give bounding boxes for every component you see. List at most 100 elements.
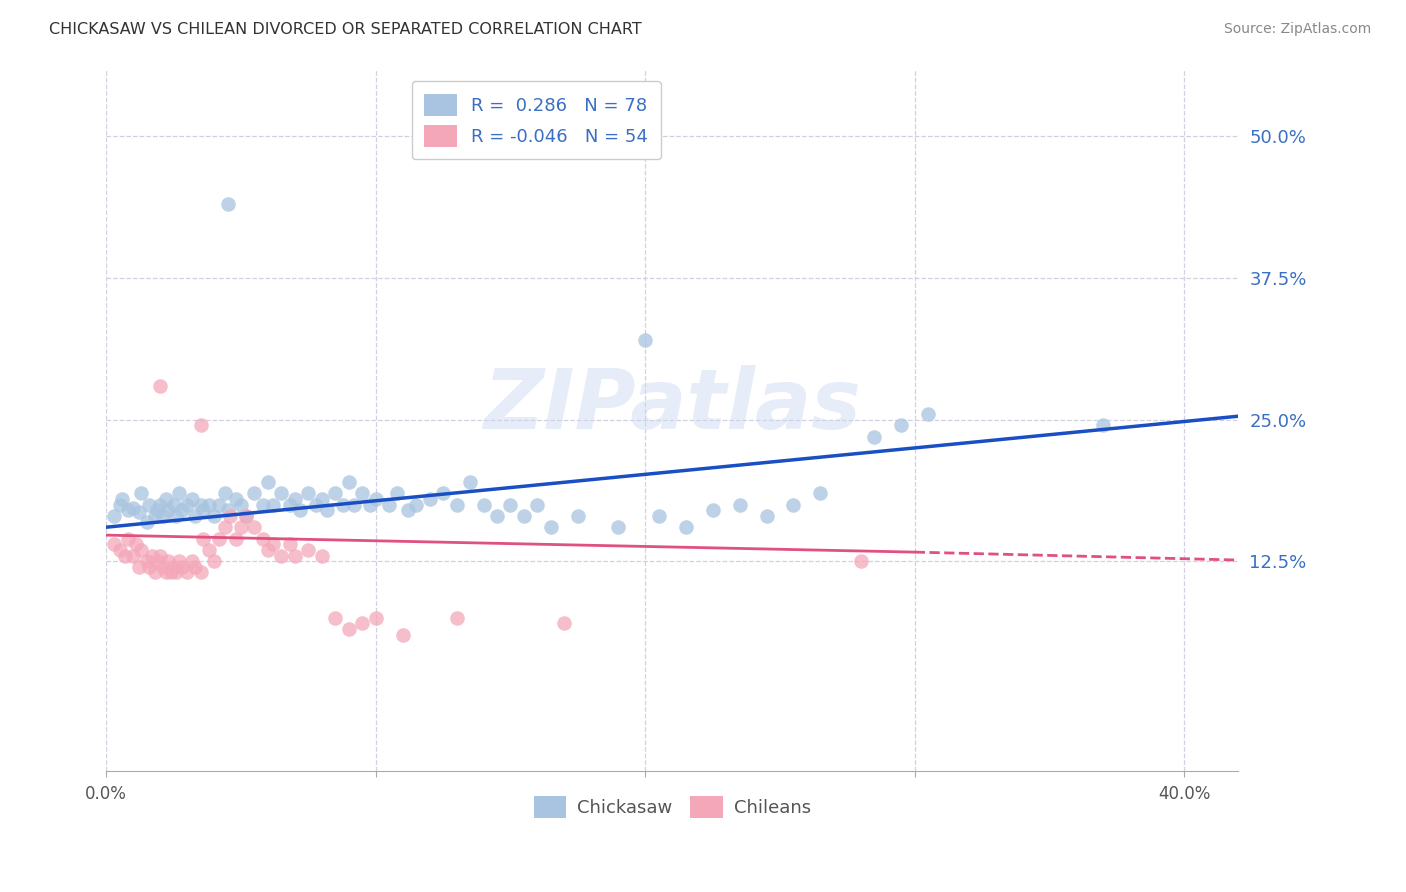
Point xyxy=(146,503,169,517)
Point xyxy=(243,486,266,500)
Point xyxy=(197,542,219,557)
Point xyxy=(217,503,239,517)
Point xyxy=(184,508,207,523)
Point xyxy=(728,498,751,512)
Point xyxy=(257,475,280,489)
Point xyxy=(513,508,536,523)
Point xyxy=(197,498,219,512)
Point xyxy=(499,498,522,512)
Point xyxy=(217,197,239,211)
Point xyxy=(181,491,204,506)
Point xyxy=(316,503,339,517)
Point xyxy=(419,491,441,506)
Point xyxy=(634,334,657,348)
Point xyxy=(323,486,346,500)
Text: ZIPatlas: ZIPatlas xyxy=(484,365,860,446)
Point xyxy=(446,611,468,625)
Point xyxy=(162,498,184,512)
Point xyxy=(849,554,872,568)
Point xyxy=(108,542,131,557)
Point xyxy=(103,537,125,551)
Point xyxy=(117,503,139,517)
Point xyxy=(675,520,697,534)
Point xyxy=(190,498,212,512)
Point xyxy=(111,491,134,506)
Point xyxy=(165,566,187,580)
Point xyxy=(526,498,548,512)
Point xyxy=(129,486,152,500)
Point xyxy=(278,537,301,551)
Point xyxy=(202,508,225,523)
Point xyxy=(387,486,409,500)
Point xyxy=(167,486,190,500)
Point xyxy=(157,503,180,517)
Point xyxy=(343,498,366,512)
Point xyxy=(262,498,284,512)
Point xyxy=(143,508,166,523)
Point xyxy=(170,503,193,517)
Point xyxy=(917,407,939,421)
Point xyxy=(138,498,160,512)
Point xyxy=(143,566,166,580)
Point xyxy=(208,532,231,546)
Point xyxy=(540,520,562,534)
Point xyxy=(190,418,212,433)
Point xyxy=(391,628,413,642)
Point xyxy=(149,498,172,512)
Point xyxy=(167,554,190,568)
Point xyxy=(141,549,163,563)
Point xyxy=(184,559,207,574)
Point xyxy=(782,498,804,512)
Point xyxy=(252,498,274,512)
Point xyxy=(378,498,401,512)
Point xyxy=(702,503,724,517)
Point xyxy=(128,559,150,574)
Point xyxy=(157,554,180,568)
Point xyxy=(152,508,174,523)
Point xyxy=(278,498,301,512)
Point xyxy=(648,508,671,523)
Point xyxy=(284,549,307,563)
Point xyxy=(229,520,252,534)
Point xyxy=(176,498,198,512)
Point xyxy=(257,542,280,557)
Text: CHICKASAW VS CHILEAN DIVORCED OR SEPARATED CORRELATION CHART: CHICKASAW VS CHILEAN DIVORCED OR SEPARAT… xyxy=(49,22,643,37)
Point xyxy=(472,498,495,512)
Point xyxy=(138,559,160,574)
Point xyxy=(323,611,346,625)
Point xyxy=(297,542,319,557)
Point xyxy=(190,566,212,580)
Point xyxy=(135,515,157,529)
Point xyxy=(170,559,193,574)
Point xyxy=(214,486,236,500)
Point xyxy=(485,508,508,523)
Point xyxy=(290,503,312,517)
Point xyxy=(146,554,169,568)
Point xyxy=(235,508,257,523)
Point xyxy=(305,498,328,512)
Point xyxy=(129,542,152,557)
Point xyxy=(225,532,247,546)
Point xyxy=(229,498,252,512)
Point xyxy=(165,508,187,523)
Point xyxy=(890,418,912,433)
Point xyxy=(446,498,468,512)
Point xyxy=(176,566,198,580)
Point xyxy=(810,486,832,500)
Point xyxy=(252,532,274,546)
Point xyxy=(262,537,284,551)
Point xyxy=(359,498,381,512)
Point xyxy=(337,475,360,489)
Point xyxy=(352,486,374,500)
Point xyxy=(235,508,257,523)
Point xyxy=(1092,418,1115,433)
Point xyxy=(863,429,886,443)
Point xyxy=(364,491,387,506)
Point xyxy=(553,616,575,631)
Point xyxy=(219,508,242,523)
Point xyxy=(458,475,481,489)
Point xyxy=(567,508,589,523)
Point xyxy=(125,537,148,551)
Legend: Chickasaw, Chileans: Chickasaw, Chileans xyxy=(526,789,818,825)
Point xyxy=(270,549,292,563)
